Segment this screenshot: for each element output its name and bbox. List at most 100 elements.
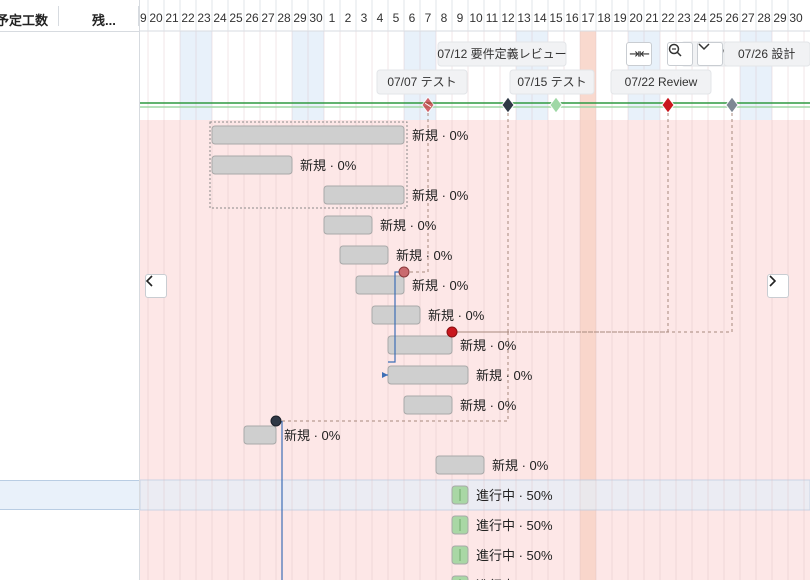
day-label[interactable]: 22 bbox=[181, 11, 195, 25]
task-label: 進行中 · 50% bbox=[476, 488, 553, 503]
task-row[interactable]: 進行中 · 50% bbox=[451, 575, 553, 580]
day-label[interactable]: 19 bbox=[140, 11, 147, 25]
task-row[interactable]: 新規 · 0% bbox=[211, 155, 357, 175]
task-label: 新規 · 0% bbox=[428, 308, 485, 323]
day-label[interactable]: 2 bbox=[345, 11, 352, 25]
task-row[interactable]: 進行中 · 50% bbox=[451, 545, 553, 565]
day-label[interactable]: 27 bbox=[261, 11, 275, 25]
fit-width-button[interactable]: ⇥⇤ bbox=[626, 42, 652, 66]
dependency-handle[interactable] bbox=[270, 415, 282, 427]
day-label[interactable]: 30 bbox=[309, 11, 323, 25]
scroll-left-button[interactable] bbox=[145, 274, 167, 298]
task-bar[interactable] bbox=[355, 275, 405, 295]
milestone-callout bbox=[376, 69, 468, 95]
day-label[interactable]: 25 bbox=[229, 11, 243, 25]
day-label[interactable]: 29 bbox=[293, 11, 307, 25]
task-bar[interactable] bbox=[371, 305, 421, 325]
task-row[interactable]: 新規 · 0% bbox=[323, 215, 437, 235]
day-label[interactable]: 25 bbox=[709, 11, 723, 25]
day-label[interactable]: 13 bbox=[517, 11, 531, 25]
day-label[interactable]: 8 bbox=[441, 11, 448, 25]
day-label[interactable]: 14 bbox=[533, 11, 547, 25]
day-label[interactable]: 22 bbox=[661, 11, 675, 25]
task-row[interactable]: 新規 · 0% bbox=[211, 125, 469, 145]
task-row[interactable]: 新規 · 0% bbox=[387, 365, 533, 385]
day-label[interactable]: 29 bbox=[773, 11, 787, 25]
task-row[interactable]: 新規 · 0% bbox=[435, 455, 549, 475]
task-row[interactable]: 新規 · 0% bbox=[339, 245, 453, 265]
task-label: 新規 · 0% bbox=[300, 158, 357, 173]
day-label[interactable]: 17 bbox=[581, 11, 595, 25]
day-label[interactable]: 24 bbox=[213, 11, 227, 25]
day-label[interactable]: 15 bbox=[549, 11, 563, 25]
task-bar[interactable] bbox=[211, 155, 293, 175]
day-label[interactable]: 5 bbox=[393, 11, 400, 25]
task-row[interactable]: 進行中 · 50% bbox=[451, 515, 553, 535]
zoom-dropdown-button[interactable] bbox=[697, 42, 723, 66]
selected-row[interactable] bbox=[140, 479, 810, 511]
task-row[interactable]: 新規 · 0% bbox=[323, 185, 469, 205]
fit-width-icon: ⇥⇤ bbox=[629, 46, 650, 61]
day-label[interactable]: 20 bbox=[149, 11, 163, 25]
milestone[interactable]: 07/22 Review bbox=[610, 69, 712, 114]
column-divider[interactable] bbox=[58, 6, 59, 26]
task-bar[interactable] bbox=[435, 455, 485, 475]
day-label[interactable]: 1 bbox=[329, 11, 336, 25]
task-bar[interactable] bbox=[451, 575, 469, 580]
task-bar[interactable] bbox=[211, 125, 405, 145]
day-label[interactable]: 9 bbox=[457, 11, 464, 25]
zoom-in-button[interactable] bbox=[667, 42, 693, 66]
day-label[interactable]: 10 bbox=[469, 11, 483, 25]
task-bar[interactable] bbox=[387, 335, 453, 355]
milestone[interactable]: 07/12 要件定義レビュー bbox=[437, 41, 567, 114]
weekend-column bbox=[180, 31, 196, 120]
day-label[interactable]: 23 bbox=[197, 11, 211, 25]
selected-row-left[interactable] bbox=[0, 480, 139, 510]
column-header-planned-effort[interactable]: 予定工数 bbox=[0, 13, 49, 28]
gantt-canvas: 1920212223242526272829301234567891011121… bbox=[140, 0, 810, 580]
task-bar[interactable] bbox=[323, 215, 373, 235]
task-row[interactable]: 新規 · 0% bbox=[243, 425, 341, 445]
task-label: 進行中 · 50% bbox=[476, 578, 553, 580]
day-label[interactable]: 3 bbox=[361, 11, 368, 25]
day-label[interactable]: 26 bbox=[725, 11, 739, 25]
scroll-right-button[interactable] bbox=[767, 274, 789, 298]
day-label[interactable]: 26 bbox=[245, 11, 259, 25]
milestone[interactable]: 07/07 テスト bbox=[376, 69, 468, 114]
day-label[interactable]: 24 bbox=[693, 11, 707, 25]
day-label[interactable]: 4 bbox=[377, 11, 384, 25]
day-label[interactable]: 7 bbox=[425, 11, 432, 25]
task-row[interactable]: 進行中 · 50% bbox=[451, 485, 553, 505]
task-row[interactable]: 新規 · 0% bbox=[403, 395, 517, 415]
day-label[interactable]: 18 bbox=[597, 11, 611, 25]
day-label[interactable]: 21 bbox=[165, 11, 179, 25]
milestone-callout-partial bbox=[723, 41, 810, 67]
day-label[interactable]: 11 bbox=[486, 11, 499, 25]
column-divider[interactable] bbox=[138, 6, 139, 26]
milestone[interactable]: 07/15 テスト bbox=[509, 69, 595, 114]
column-header-remaining[interactable]: 残... bbox=[92, 13, 116, 28]
day-label[interactable]: 23 bbox=[677, 11, 691, 25]
day-label[interactable]: 28 bbox=[277, 11, 291, 25]
task-label: 新規 · 0% bbox=[380, 218, 437, 233]
day-label[interactable]: 12 bbox=[501, 11, 515, 25]
dependency-handle[interactable] bbox=[398, 266, 410, 278]
dependency-handle[interactable] bbox=[446, 326, 458, 338]
task-bar[interactable] bbox=[243, 425, 277, 445]
task-row[interactable]: 新規 · 0% bbox=[371, 305, 485, 325]
task-bar[interactable] bbox=[339, 245, 389, 265]
day-label[interactable]: 19 bbox=[613, 11, 627, 25]
day-label[interactable]: 21 bbox=[645, 11, 659, 25]
milestone-diamond[interactable] bbox=[549, 96, 563, 114]
day-label[interactable]: 30 bbox=[789, 11, 803, 25]
task-bar[interactable] bbox=[403, 395, 453, 415]
day-label[interactable]: 16 bbox=[565, 11, 579, 25]
task-row[interactable]: 新規 · 0% bbox=[355, 275, 469, 295]
day-label[interactable]: 6 bbox=[409, 11, 416, 25]
day-label[interactable]: 20 bbox=[629, 11, 643, 25]
day-label[interactable]: 27 bbox=[741, 11, 755, 25]
task-bar[interactable] bbox=[387, 365, 469, 385]
task-bar[interactable] bbox=[323, 185, 405, 205]
task-row[interactable]: 新規 · 0% bbox=[387, 335, 517, 355]
day-label[interactable]: 28 bbox=[757, 11, 771, 25]
